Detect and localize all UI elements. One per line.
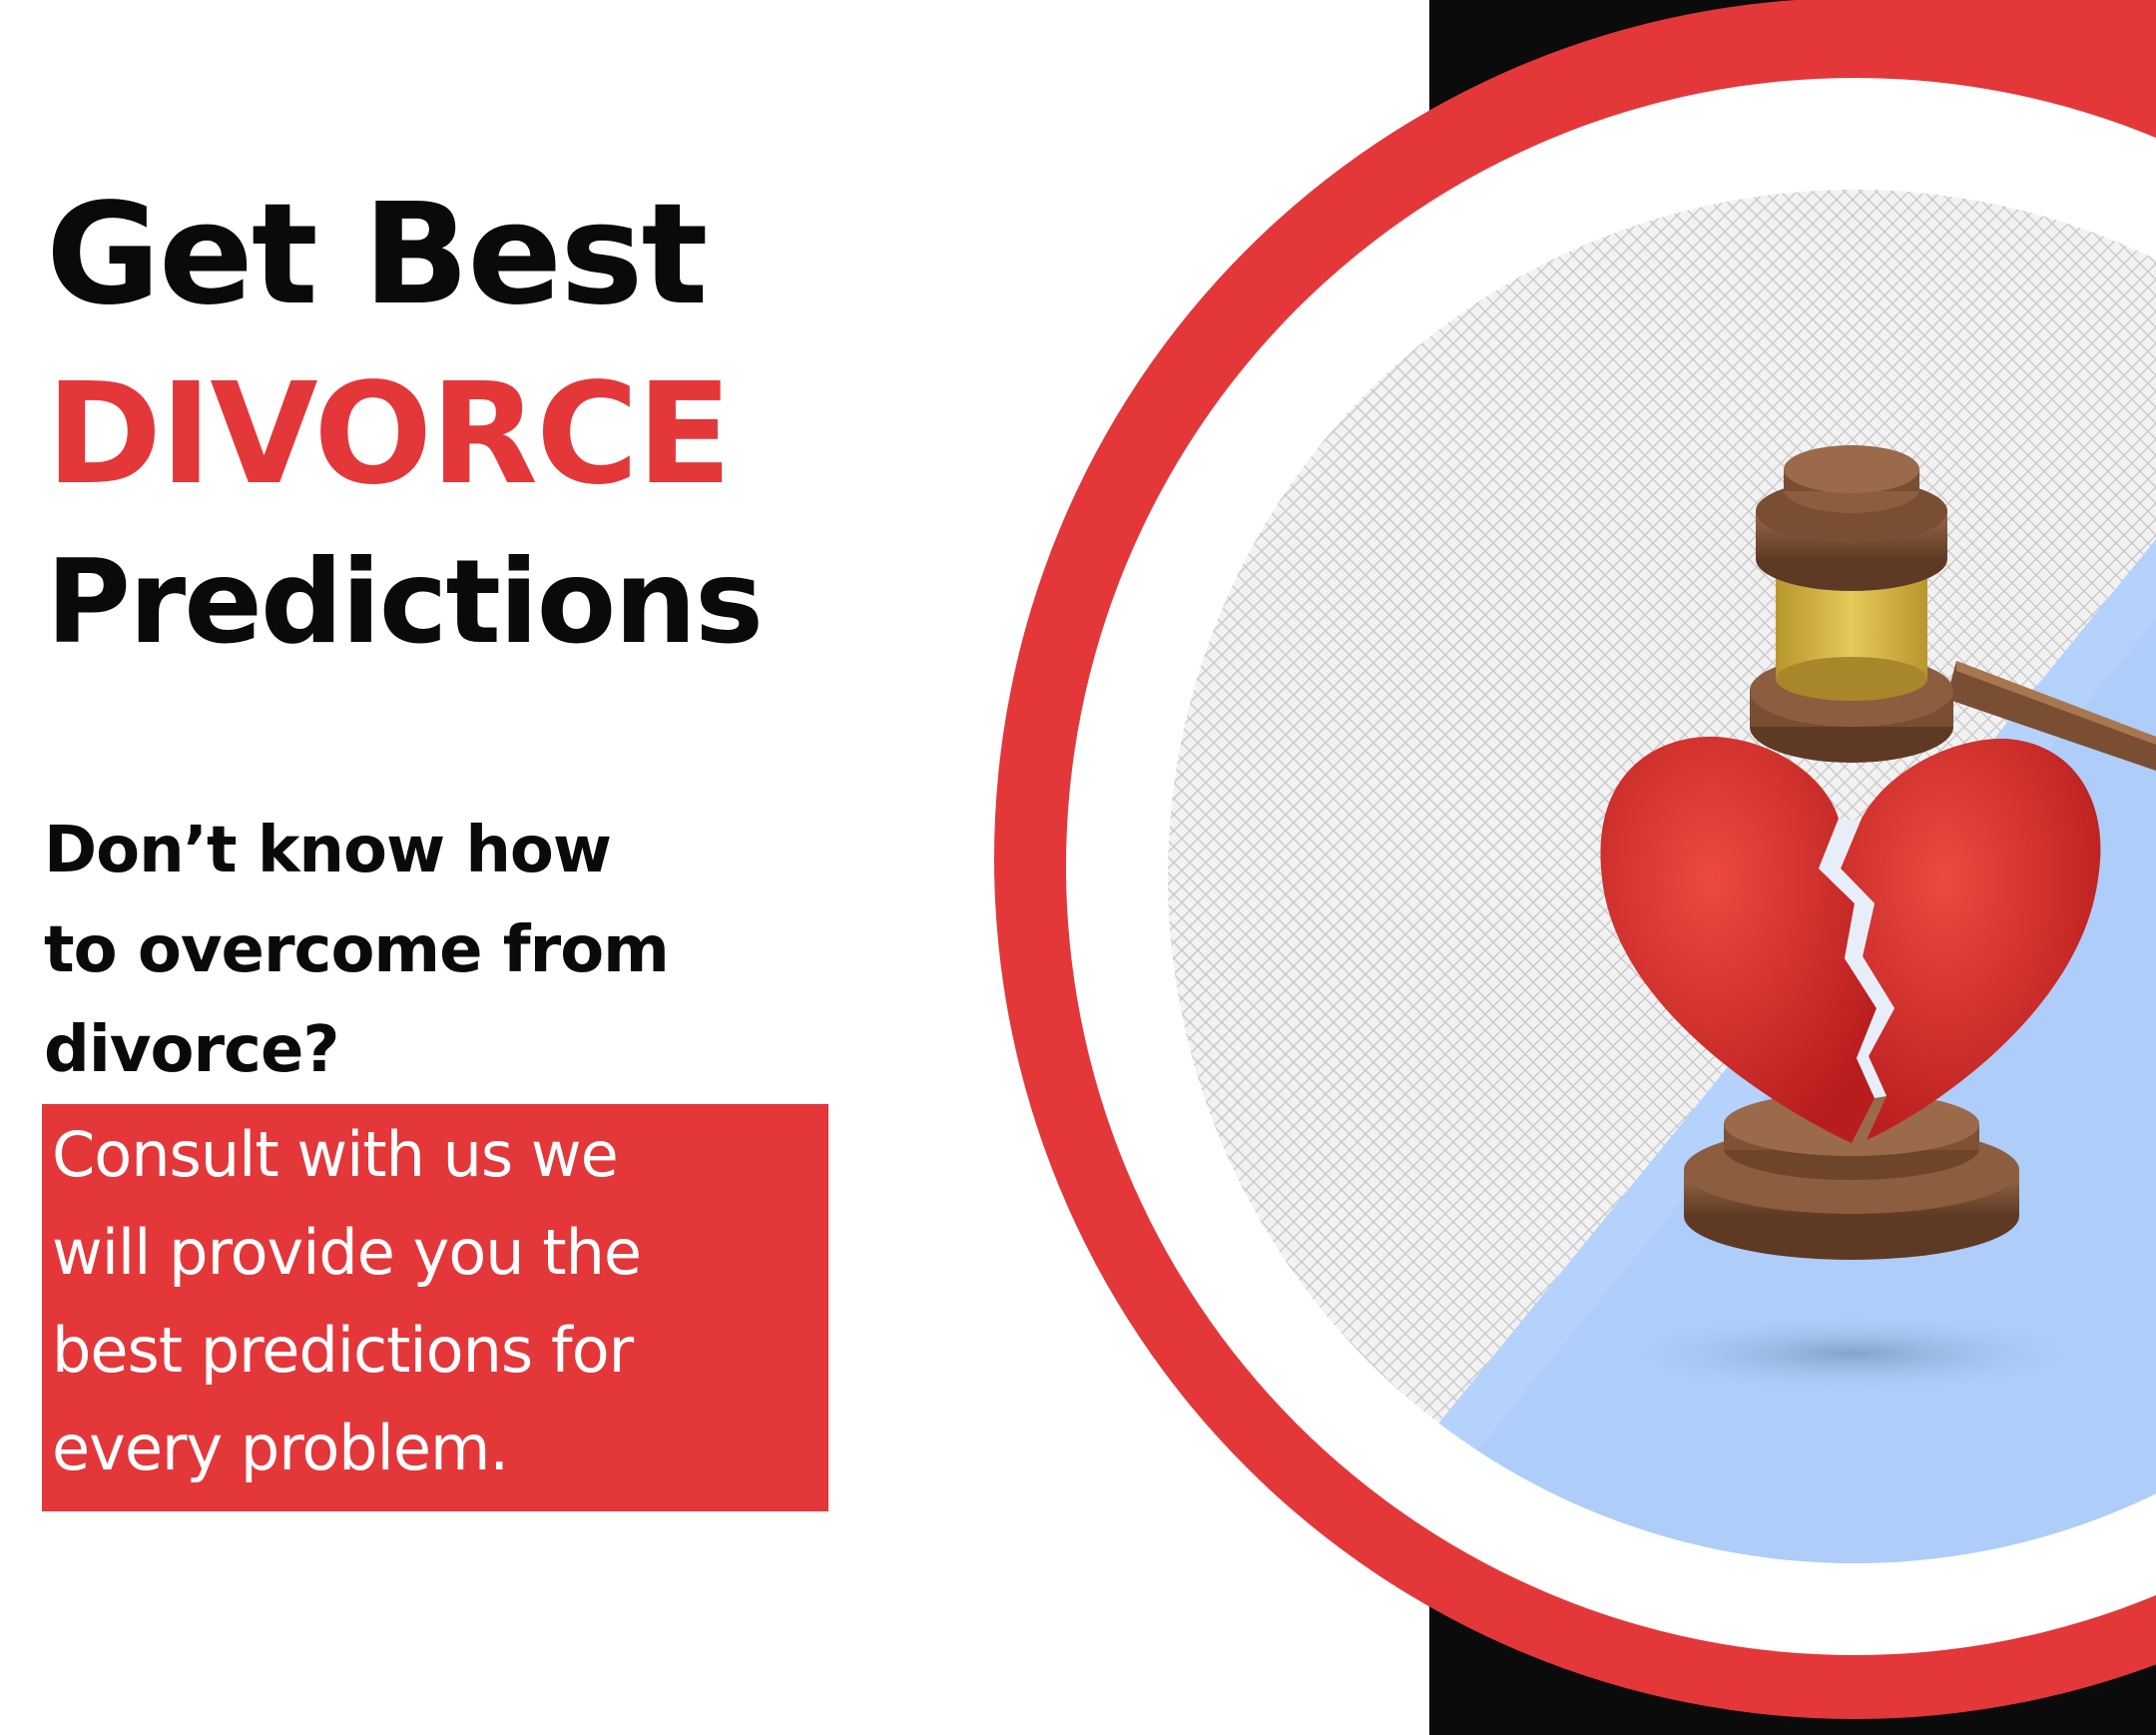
cta-line-4: every problem.: [52, 1412, 509, 1484]
subheading-line-2: to overcome from: [44, 913, 670, 987]
cta-line-3: best predictions for: [52, 1314, 634, 1387]
headline-line-1: Get Best: [46, 174, 708, 336]
headline-divorce: DIVORCE: [46, 353, 732, 516]
floor-shadow: [1632, 1318, 2071, 1390]
subheading-line-1: Don’t know how: [44, 814, 612, 887]
subheading-line-3: divorce?: [44, 1013, 339, 1087]
gavel-icon: [1750, 445, 2156, 771]
cta-line-1: Consult with us we: [52, 1118, 619, 1191]
call-to-action-box: Consult with us we will provide you the …: [42, 1104, 828, 1511]
broken-heart-icon: [1600, 736, 2101, 1143]
headline-line-3: Predictions: [46, 535, 764, 670]
cta-line-2: will provide you the: [52, 1216, 642, 1289]
